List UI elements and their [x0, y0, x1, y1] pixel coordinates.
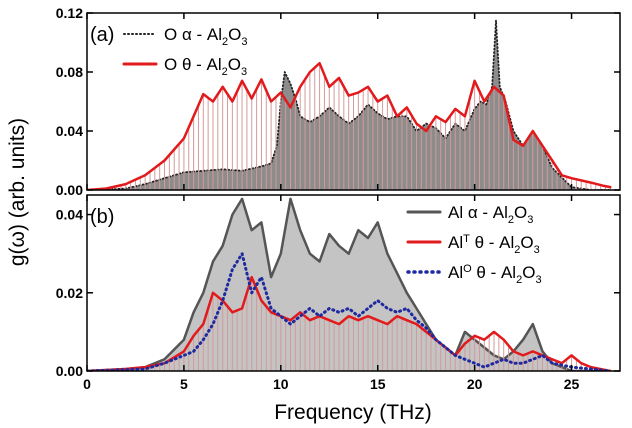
panel-a-legend: O α - Al2O3 O θ - Al2O3 — [122, 25, 247, 78]
panel-a-ytick-label: 0.12 — [56, 5, 83, 21]
legend-a-label-1: O α - Al2O3 — [164, 25, 247, 48]
panel-a-ytick-label: 0.04 — [56, 123, 83, 139]
panel-b-ticks: 0.00 0.02 0.04 — [56, 195, 620, 379]
panel-b-series-2-line — [87, 275, 612, 371]
panel-a-ticks: 0.00 0.04 0.08 0.12 — [56, 5, 620, 198]
panel-a-ytick-label: 0.00 — [56, 182, 83, 198]
legend-a-label-2: O θ - Al2O3 — [164, 55, 247, 78]
panel-b-series-3-line — [87, 252, 612, 371]
xtick-label: 15 — [370, 376, 386, 392]
xtick-label: 25 — [564, 376, 580, 392]
panel-a-series-2-line — [87, 61, 612, 190]
panel-a-label: (a) — [90, 24, 114, 46]
panel-b-label: (b) — [90, 206, 114, 228]
panel-b-legend: Al α - Al2O3 AlT θ - Al2O3 AlO θ - Al2O3 — [406, 203, 542, 286]
xtick-label: 0 — [83, 376, 91, 392]
panel-b-ytick-label: 0.02 — [56, 285, 83, 301]
xtick-label: 5 — [180, 376, 188, 392]
panel-b-series-1-line — [87, 197, 612, 371]
y-axis-label: g(ω) (arb. units) — [6, 118, 29, 266]
panel-a-ytick-label: 0.08 — [56, 64, 83, 80]
xtick-label: 20 — [467, 376, 483, 392]
panel-b-ytick-label: 0.04 — [56, 207, 83, 223]
panel-a: 0.00 0.04 0.08 0.12 (a) O α - Al2O3 O θ - Al… — [56, 5, 621, 198]
legend-b-label-1: Al α - Al2O3 — [448, 203, 533, 226]
panel-b: 0.00 0.02 0.04 (b) Al α - Al2O3 AlT θ - Al2… — [56, 194, 621, 379]
xtick-label: 10 — [273, 376, 289, 392]
panel-b-frame — [86, 194, 621, 372]
legend-b-label-2: AlT θ - Al2O3 — [448, 233, 540, 256]
panel-a-plot-area — [87, 19, 612, 190]
legend-b-label-3: AlO θ - Al2O3 — [448, 263, 542, 286]
x-axis-label: Frequency (THz) — [274, 401, 432, 424]
x-axis-ticks: 0 5 10 15 20 25 — [83, 376, 579, 392]
panel-a-frame — [86, 12, 621, 191]
panel-b-ytick-label: 0.00 — [56, 363, 83, 379]
panel-a-series-2-hatch — [91, 63, 611, 190]
